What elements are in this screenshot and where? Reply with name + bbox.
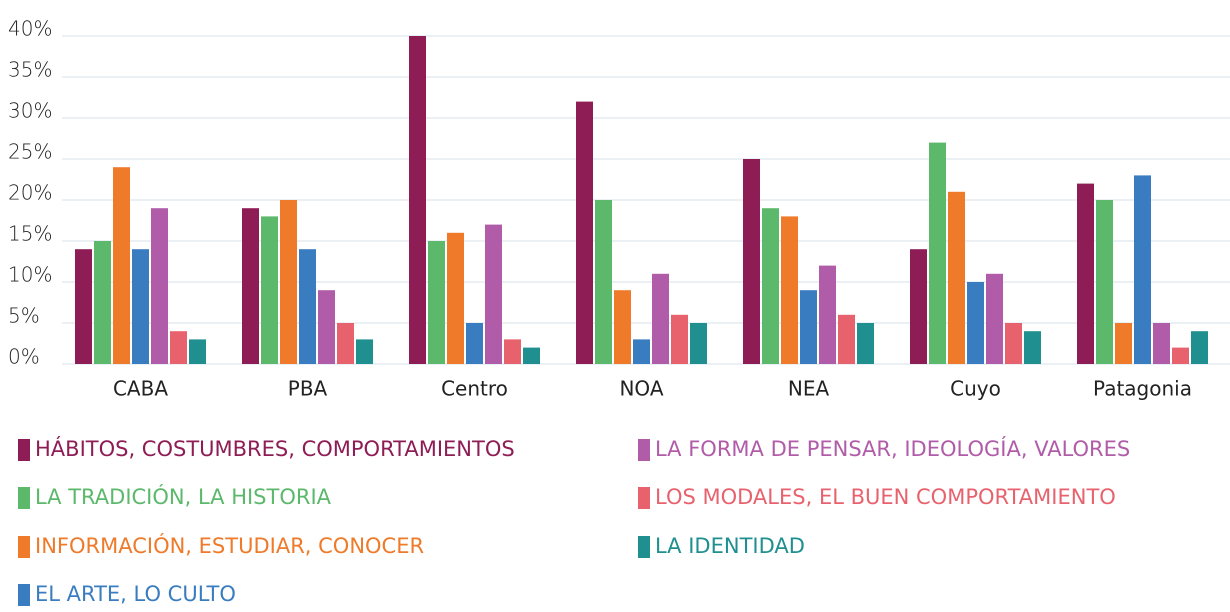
bar	[356, 339, 373, 364]
bar	[1005, 323, 1022, 364]
bar	[800, 290, 817, 364]
x-tick-label: Centro	[441, 377, 508, 401]
bar	[967, 282, 984, 364]
bar	[576, 101, 593, 364]
legend-label: LA IDENTIDAD	[655, 534, 805, 558]
bar	[242, 208, 259, 364]
bar	[409, 36, 426, 364]
bar	[170, 331, 187, 364]
legend-label: LOS MODALES, EL BUEN COMPORTAMIENTO	[655, 485, 1116, 509]
y-tick-label: 10%	[8, 263, 52, 287]
legend-label: LA TRADICIÓN, LA HISTORIA	[35, 484, 332, 509]
bar	[428, 241, 445, 364]
bar	[299, 249, 316, 364]
bar	[523, 347, 540, 364]
bar	[466, 323, 483, 364]
legend-swatch	[638, 439, 650, 461]
bar	[595, 200, 612, 364]
legend-label: HÁBITOS, COSTUMBRES, COMPORTAMIENTOS	[35, 436, 515, 461]
bar	[504, 339, 521, 364]
legend-swatch	[638, 536, 650, 558]
x-tick-label: PBA	[288, 377, 328, 401]
bar	[1096, 200, 1113, 364]
x-tick-label: Patagonia	[1093, 377, 1192, 401]
y-tick-label: 5%	[8, 304, 40, 328]
y-tick-label: 20%	[8, 181, 52, 205]
bar	[929, 142, 946, 364]
bar	[1191, 331, 1208, 364]
bar	[1024, 331, 1041, 364]
bar	[280, 200, 297, 364]
legend-label: EL ARTE, LO CULTO	[35, 582, 236, 606]
legend-label: INFORMACIÓN, ESTUDIAR, CONOCER	[35, 533, 424, 558]
bar	[318, 290, 335, 364]
bar	[151, 208, 168, 364]
bar	[838, 314, 855, 364]
y-tick-label: 35%	[8, 58, 52, 82]
bar	[75, 249, 92, 364]
x-tick-label: NOA	[619, 377, 663, 401]
bar	[1115, 323, 1132, 364]
legend-swatch	[18, 584, 30, 606]
x-tick-label: NEA	[788, 377, 830, 401]
bar	[189, 339, 206, 364]
bar	[337, 323, 354, 364]
bar	[1153, 323, 1170, 364]
y-tick-label: 25%	[8, 140, 52, 164]
bar	[633, 339, 650, 364]
bar	[819, 265, 836, 364]
bar	[671, 314, 688, 364]
bar	[652, 273, 669, 364]
bar	[132, 249, 149, 364]
bar	[1172, 347, 1189, 364]
bar	[614, 290, 631, 364]
bar	[690, 323, 707, 364]
bar	[986, 273, 1003, 364]
legend-label: LA FORMA DE PENSAR, IDEOLOGÍA, VALORES	[655, 436, 1130, 461]
bar	[485, 224, 502, 364]
x-tick-label: Cuyo	[950, 377, 1001, 401]
bar	[743, 159, 760, 364]
bar	[113, 167, 130, 364]
bar	[910, 249, 927, 364]
y-tick-label: 0%	[8, 345, 40, 369]
y-tick-label: 40%	[8, 17, 52, 41]
legend-swatch	[18, 536, 30, 558]
legend-swatch	[18, 487, 30, 509]
y-tick-label: 30%	[8, 99, 52, 123]
legend-swatch	[18, 439, 30, 461]
bar	[261, 216, 278, 364]
bar	[781, 216, 798, 364]
x-tick-label: CABA	[113, 377, 168, 401]
bar	[948, 191, 965, 364]
bar	[857, 323, 874, 364]
bar	[94, 241, 111, 364]
bar	[447, 232, 464, 364]
bar	[1077, 183, 1094, 364]
legend-swatch	[638, 487, 650, 509]
y-tick-label: 15%	[8, 222, 52, 246]
bar	[1134, 175, 1151, 364]
bar	[762, 208, 779, 364]
